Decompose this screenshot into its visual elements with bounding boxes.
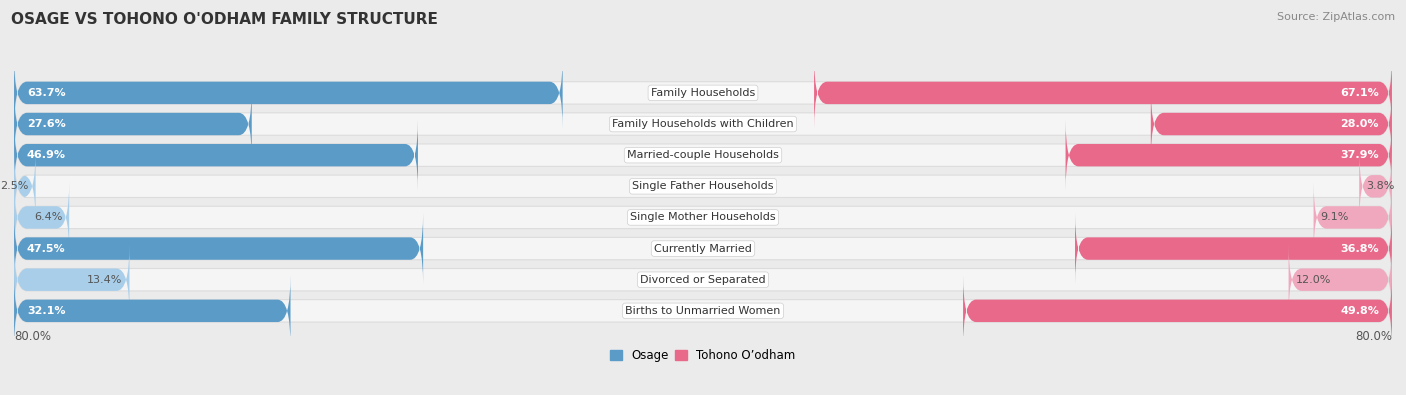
Text: 36.8%: 36.8% (1340, 244, 1379, 254)
Text: 3.8%: 3.8% (1367, 181, 1395, 191)
Text: 12.0%: 12.0% (1295, 275, 1331, 285)
Text: 9.1%: 9.1% (1320, 213, 1348, 222)
FancyBboxPatch shape (14, 57, 1392, 128)
FancyBboxPatch shape (14, 182, 1392, 253)
FancyBboxPatch shape (814, 57, 1392, 128)
Text: 47.5%: 47.5% (27, 244, 66, 254)
FancyBboxPatch shape (14, 88, 1392, 160)
FancyBboxPatch shape (14, 151, 1392, 222)
Text: 46.9%: 46.9% (27, 150, 66, 160)
Text: 63.7%: 63.7% (27, 88, 66, 98)
Text: Currently Married: Currently Married (654, 244, 752, 254)
FancyBboxPatch shape (1289, 244, 1392, 315)
Text: 49.8%: 49.8% (1340, 306, 1379, 316)
FancyBboxPatch shape (14, 244, 1392, 315)
Text: Married-couple Households: Married-couple Households (627, 150, 779, 160)
Text: 28.0%: 28.0% (1340, 119, 1379, 129)
Text: Divorced or Separated: Divorced or Separated (640, 275, 766, 285)
FancyBboxPatch shape (14, 151, 35, 222)
Text: 13.4%: 13.4% (87, 275, 122, 285)
Text: OSAGE VS TOHONO O'ODHAM FAMILY STRUCTURE: OSAGE VS TOHONO O'ODHAM FAMILY STRUCTURE (11, 12, 439, 27)
Text: 6.4%: 6.4% (34, 213, 62, 222)
Text: Family Households: Family Households (651, 88, 755, 98)
Text: 27.6%: 27.6% (27, 119, 66, 129)
Text: 37.9%: 37.9% (1340, 150, 1379, 160)
Legend: Osage, Tohono O’odham: Osage, Tohono O’odham (606, 344, 800, 367)
FancyBboxPatch shape (1066, 120, 1392, 191)
FancyBboxPatch shape (1360, 151, 1392, 222)
FancyBboxPatch shape (1152, 88, 1392, 160)
FancyBboxPatch shape (14, 213, 1392, 284)
FancyBboxPatch shape (14, 244, 129, 315)
FancyBboxPatch shape (1313, 182, 1392, 253)
Text: 80.0%: 80.0% (1355, 330, 1392, 343)
Text: Source: ZipAtlas.com: Source: ZipAtlas.com (1277, 12, 1395, 22)
FancyBboxPatch shape (14, 213, 423, 284)
FancyBboxPatch shape (14, 120, 418, 191)
Text: Births to Unmarried Women: Births to Unmarried Women (626, 306, 780, 316)
FancyBboxPatch shape (1076, 213, 1392, 284)
Text: Single Mother Households: Single Mother Households (630, 213, 776, 222)
FancyBboxPatch shape (14, 182, 69, 253)
Text: 2.5%: 2.5% (0, 181, 28, 191)
Text: 80.0%: 80.0% (14, 330, 51, 343)
FancyBboxPatch shape (14, 57, 562, 128)
FancyBboxPatch shape (14, 275, 1392, 346)
FancyBboxPatch shape (14, 88, 252, 160)
Text: Family Households with Children: Family Households with Children (612, 119, 794, 129)
Text: 32.1%: 32.1% (27, 306, 66, 316)
FancyBboxPatch shape (14, 120, 1392, 191)
FancyBboxPatch shape (963, 275, 1392, 346)
Text: Single Father Households: Single Father Households (633, 181, 773, 191)
FancyBboxPatch shape (14, 275, 291, 346)
Text: 67.1%: 67.1% (1340, 88, 1379, 98)
